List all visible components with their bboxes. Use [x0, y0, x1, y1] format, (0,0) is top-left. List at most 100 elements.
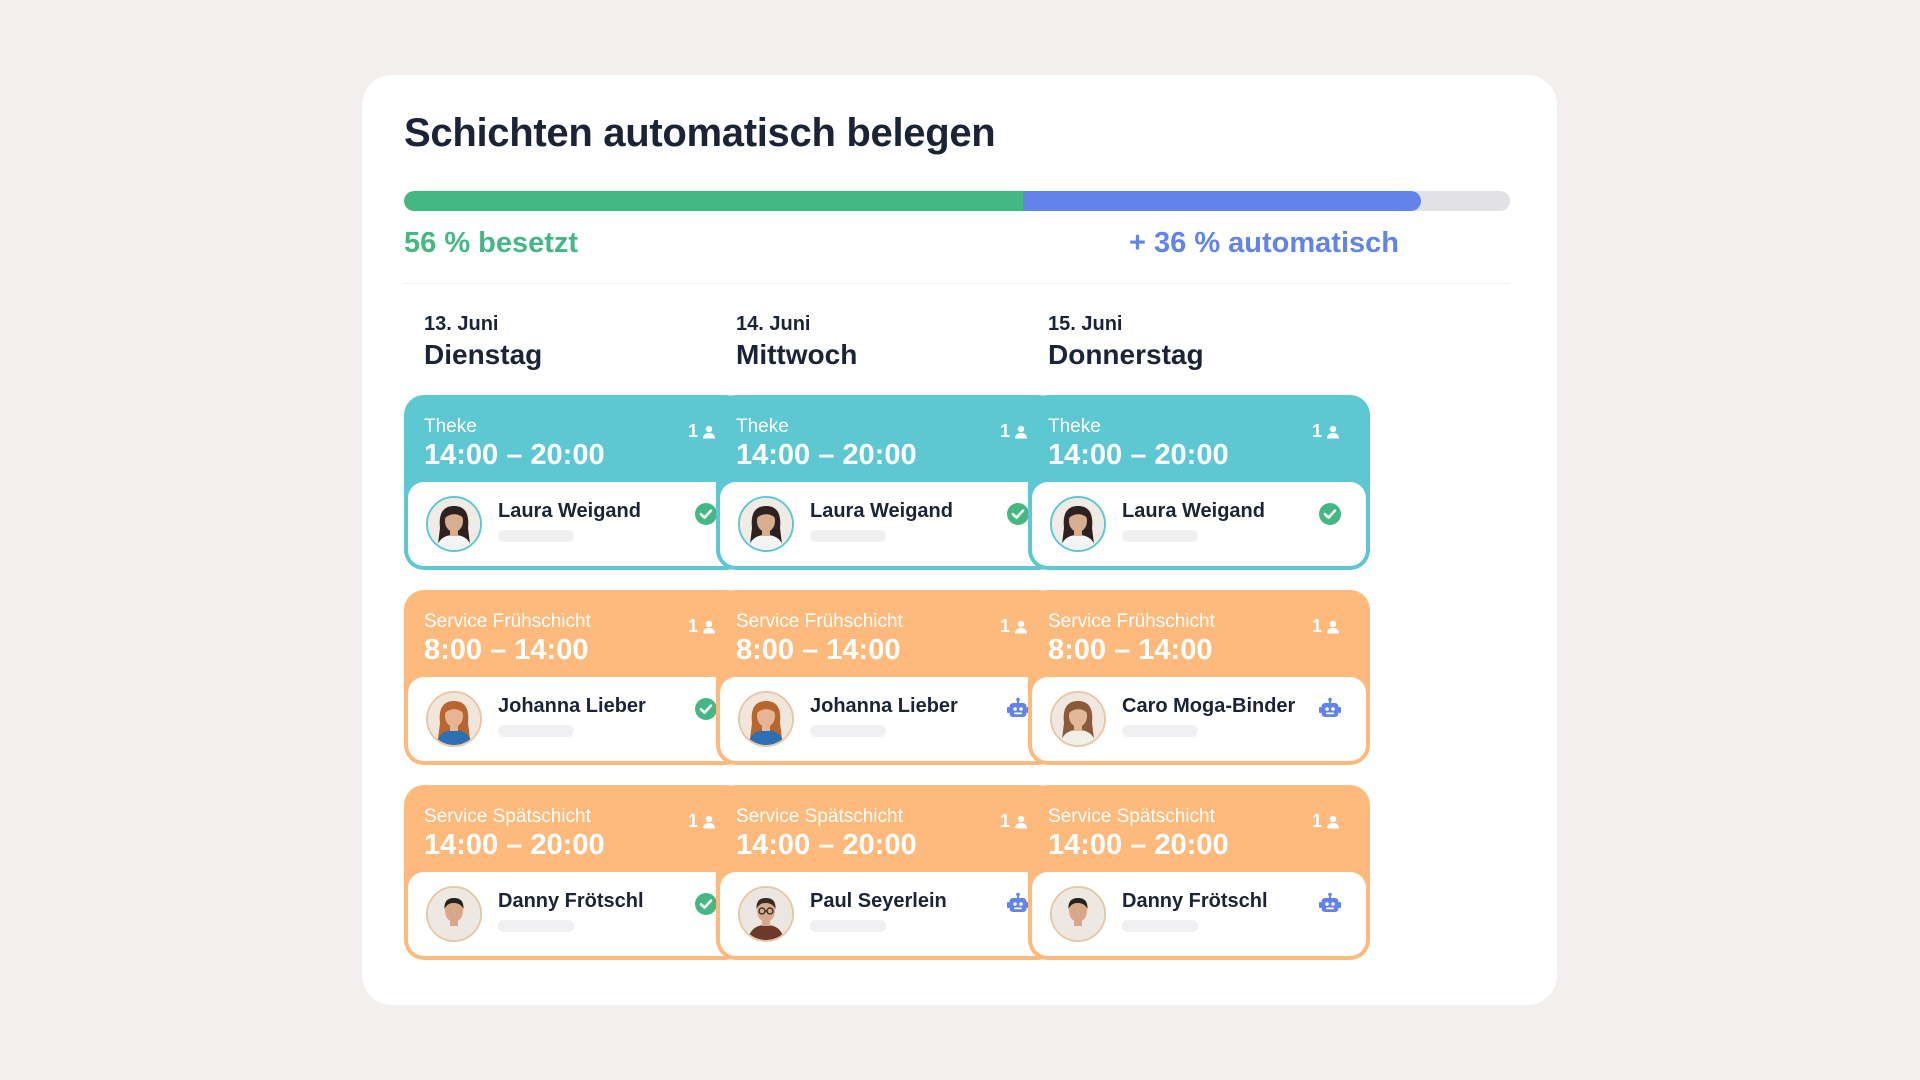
subtitle-placeholder — [810, 920, 886, 932]
day-column: 14. Juni Mittwoch Theke 14:00 – 20:00 1 Laura… — [716, 313, 1058, 980]
shift-header: Theke 14:00 – 20:00 1 — [408, 399, 742, 482]
shift-time: 8:00 – 14:00 — [424, 634, 589, 666]
check-circle-icon — [1006, 502, 1030, 526]
shift-card[interactable]: Service Frühschicht 8:00 – 14:00 1 Johanna … — [716, 590, 1058, 765]
person-icon — [1327, 425, 1339, 438]
shift-header: Service Spätschicht 14:00 – 20:00 1 — [720, 789, 1054, 872]
person-icon — [703, 620, 715, 633]
shift-panel: Schichten automatisch belegen 56 % beset… — [362, 75, 1557, 1005]
check-circle-icon — [694, 502, 718, 526]
person-name: Johanna Lieber — [810, 695, 958, 717]
assigned-person[interactable]: Laura Weigand — [1032, 482, 1366, 566]
day-weekday: Mittwoch — [736, 339, 858, 370]
shift-header: Service Frühschicht 8:00 – 14:00 1 — [1032, 594, 1366, 677]
subtitle-placeholder — [1122, 530, 1198, 542]
day-column: 13. Juni Dienstag Theke 14:00 – 20:00 1 Laura… — [404, 313, 746, 980]
staff-count: 1 — [1000, 811, 1028, 832]
shift-time: 8:00 – 14:00 — [736, 634, 901, 666]
day-column: 15. Juni Donnerstag Theke 14:00 – 20:00 1 Lau… — [1028, 313, 1370, 980]
staff-count-value: 1 — [999, 421, 1010, 441]
shift-card[interactable]: Service Spätschicht 14:00 – 20:00 1 Danny F… — [404, 785, 746, 960]
assigned-person[interactable]: Johanna Lieber — [408, 677, 742, 761]
staff-count-value: 1 — [1311, 811, 1322, 831]
avatar — [1050, 496, 1106, 552]
shift-time: 14:00 – 20:00 — [736, 829, 917, 861]
staff-count: 1 — [688, 616, 716, 637]
progress-automatisch-segment — [1023, 191, 1421, 211]
staff-count: 1 — [1312, 421, 1340, 442]
staff-count-value: 1 — [999, 616, 1010, 636]
shift-header: Service Frühschicht 8:00 – 14:00 1 — [720, 594, 1054, 677]
person-name: Johanna Lieber — [498, 695, 646, 717]
check-circle-icon — [1318, 502, 1342, 526]
shift-time: 14:00 – 20:00 — [1048, 829, 1229, 861]
shift-role: Service Spätschicht — [424, 806, 591, 827]
subtitle-placeholder — [498, 920, 574, 932]
assigned-person[interactable]: Danny Frötschl — [1032, 872, 1366, 956]
staff-count: 1 — [1312, 811, 1340, 832]
subtitle-placeholder — [810, 725, 886, 737]
shift-card[interactable]: Service Spätschicht 14:00 – 20:00 1 Danny F… — [1028, 785, 1370, 960]
shift-card[interactable]: Theke 14:00 – 20:00 1 Laura Weigand — [716, 395, 1058, 570]
shift-card[interactable]: Theke 14:00 – 20:00 1 Laura Weigand — [404, 395, 746, 570]
avatar — [1050, 691, 1106, 747]
person-name: Paul Seyerlein — [810, 890, 947, 912]
shift-card[interactable]: Service Frühschicht 8:00 – 14:00 1 Caro Mog… — [1028, 590, 1370, 765]
avatar — [1050, 886, 1106, 942]
staff-count: 1 — [1000, 616, 1028, 637]
shift-time: 8:00 – 14:00 — [1048, 634, 1213, 666]
shift-role: Theke — [1048, 416, 1101, 437]
shift-role: Service Frühschicht — [736, 611, 903, 632]
staff-count-value: 1 — [999, 811, 1010, 831]
assigned-person[interactable]: Laura Weigand — [408, 482, 742, 566]
subtitle-placeholder — [1122, 920, 1198, 932]
assigned-person[interactable]: Danny Frötschl — [408, 872, 742, 956]
subtitle-placeholder — [810, 530, 886, 542]
person-icon — [1327, 815, 1339, 828]
shift-card[interactable]: Service Spätschicht 14:00 – 20:00 1 Paul Se… — [716, 785, 1058, 960]
shift-time: 14:00 – 20:00 — [424, 829, 605, 861]
staff-count: 1 — [688, 421, 716, 442]
staff-count-value: 1 — [687, 421, 698, 441]
check-circle-icon — [694, 892, 718, 916]
besetzt-label: 56 % besetzt — [404, 227, 579, 259]
assigned-person[interactable]: Laura Weigand — [720, 482, 1054, 566]
day-date: 13. Juni — [424, 313, 499, 335]
shift-card[interactable]: Theke 14:00 – 20:00 1 Laura Weigand — [1028, 395, 1370, 570]
staff-count-value: 1 — [1311, 421, 1322, 441]
coverage-progress-bar — [404, 191, 1510, 211]
person-icon — [1015, 425, 1027, 438]
divider — [404, 283, 1510, 284]
shift-role: Theke — [424, 416, 477, 437]
person-icon — [1015, 815, 1027, 828]
person-icon — [703, 425, 715, 438]
robot-icon — [1318, 892, 1342, 916]
staff-count: 1 — [1000, 421, 1028, 442]
day-date: 15. Juni — [1048, 313, 1123, 335]
avatar — [738, 496, 794, 552]
shift-card[interactable]: Service Frühschicht 8:00 – 14:00 1 Johanna … — [404, 590, 746, 765]
person-name: Laura Weigand — [810, 500, 953, 522]
robot-icon — [1006, 892, 1030, 916]
avatar — [426, 496, 482, 552]
shift-role: Service Spätschicht — [736, 806, 903, 827]
assigned-person[interactable]: Paul Seyerlein — [720, 872, 1054, 956]
shift-header: Theke 14:00 – 20:00 1 — [720, 399, 1054, 482]
assigned-person[interactable]: Johanna Lieber — [720, 677, 1054, 761]
robot-icon — [1006, 697, 1030, 721]
page-title: Schichten automatisch belegen — [404, 111, 996, 155]
check-circle-icon — [694, 697, 718, 721]
staff-count: 1 — [688, 811, 716, 832]
staff-count-value: 1 — [1311, 616, 1322, 636]
shift-role: Service Frühschicht — [424, 611, 591, 632]
assigned-person[interactable]: Caro Moga-Binder — [1032, 677, 1366, 761]
shift-time: 14:00 – 20:00 — [1048, 439, 1229, 471]
shift-role: Service Frühschicht — [1048, 611, 1215, 632]
shift-time: 14:00 – 20:00 — [736, 439, 917, 471]
staff-count: 1 — [1312, 616, 1340, 637]
shift-role: Theke — [736, 416, 789, 437]
person-name: Caro Moga-Binder — [1122, 695, 1296, 717]
progress-besetzt-segment — [404, 191, 1023, 211]
avatar — [426, 886, 482, 942]
day-weekday: Dienstag — [424, 339, 543, 370]
